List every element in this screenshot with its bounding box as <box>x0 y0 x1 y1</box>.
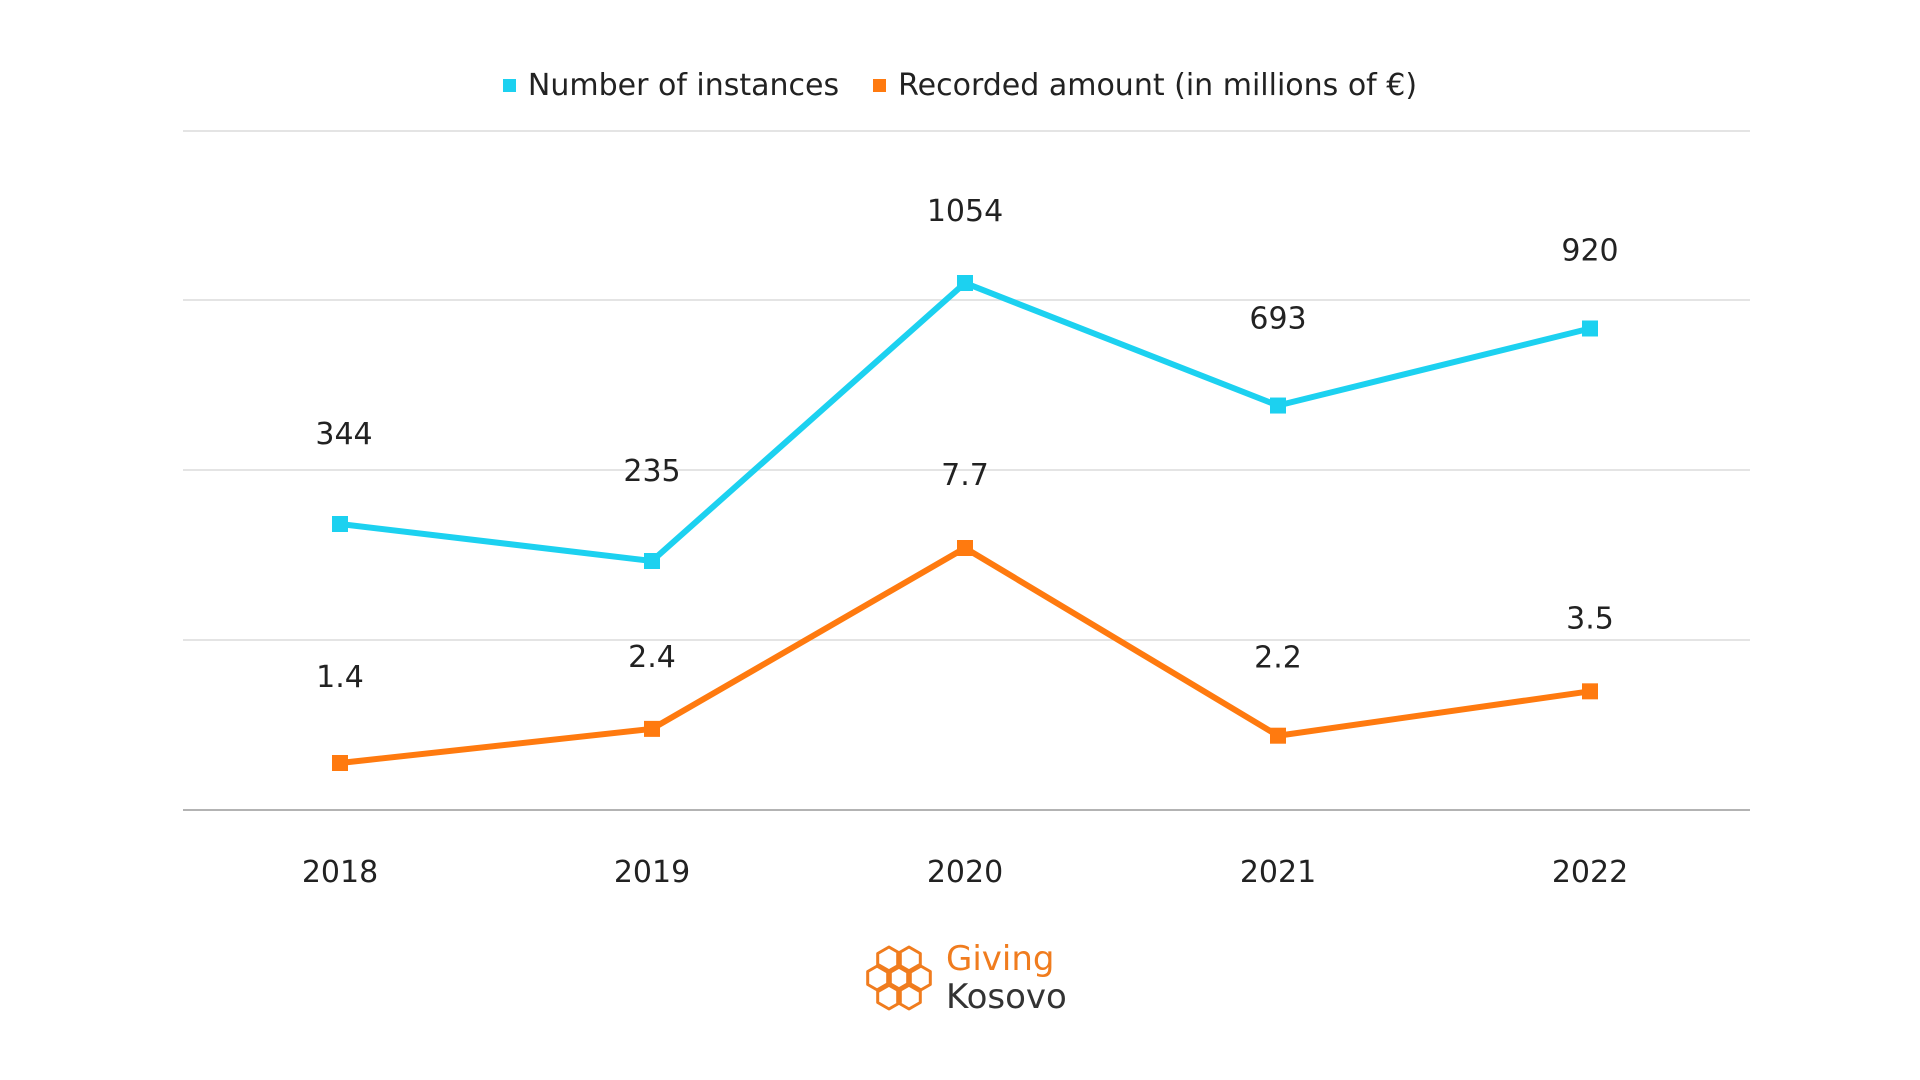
x-axis: 2018 2019 2020 2021 2022 <box>302 855 1628 890</box>
data-label-1-0: 1.4 <box>316 660 364 695</box>
series-line-1 <box>339 544 1591 766</box>
data-label-0-0: 344 <box>315 417 372 452</box>
logo-text-giving: Giving <box>946 939 1055 979</box>
data-label-0-1: 235 <box>623 454 680 489</box>
data-label-1-4: 3.5 <box>1566 601 1614 636</box>
legend-swatch-instances <box>502 79 516 92</box>
data-label-0-3: 693 <box>1249 302 1306 337</box>
x-tick-label: 2021 <box>1240 855 1316 890</box>
hexagon-cluster-icon <box>866 945 932 1011</box>
x-tick-label: 2018 <box>302 855 378 890</box>
data-point-1-4 <box>1582 683 1598 700</box>
series-layer <box>332 275 1598 771</box>
x-tick-label: 2019 <box>614 855 690 890</box>
legend-label-instances: Number of instances <box>527 68 840 103</box>
logo-text-kosovo: Kosovo <box>946 977 1067 1017</box>
logo-hexagon <box>896 981 922 1011</box>
data-label-0-4: 920 <box>1561 233 1618 268</box>
giving-kosovo-logo: Giving Kosovo <box>857 938 1097 1018</box>
data-point-0-1 <box>644 553 660 569</box>
data-label-layer: 344 235 1054 693 920 1.4 2.4 7.7 2.2 3.5 <box>315 194 1618 695</box>
legend-item-instances: Number of instances <box>502 68 840 103</box>
data-point-1-1 <box>644 720 660 737</box>
data-point-0-3 <box>1270 397 1286 414</box>
legend-label-amount: Recorded amount (in millions of €) <box>898 68 1418 103</box>
data-label-0-2: 1054 <box>927 194 1003 229</box>
data-label-1-2: 7.7 <box>941 458 989 493</box>
chart-legend: Number of instances Recorded amount (in … <box>0 68 1920 103</box>
data-point-0-4 <box>1582 320 1598 337</box>
data-label-1-3: 2.2 <box>1254 641 1302 676</box>
data-point-1-0 <box>332 755 348 771</box>
data-label-1-1: 2.4 <box>628 640 676 675</box>
series-line-0 <box>339 279 1591 565</box>
x-tick-label: 2022 <box>1552 855 1628 890</box>
data-point-1-2 <box>957 540 973 556</box>
grid-lines <box>183 130 1750 811</box>
data-point-0-0 <box>332 516 348 533</box>
data-point-1-3 <box>1270 727 1286 744</box>
x-tick-label: 2020 <box>927 855 1003 890</box>
legend-swatch-amount <box>873 79 887 92</box>
data-point-0-2 <box>957 275 973 291</box>
legend-item-amount: Recorded amount (in millions of €) <box>873 68 1417 103</box>
logo-text: Giving Kosovo <box>946 940 1067 1016</box>
